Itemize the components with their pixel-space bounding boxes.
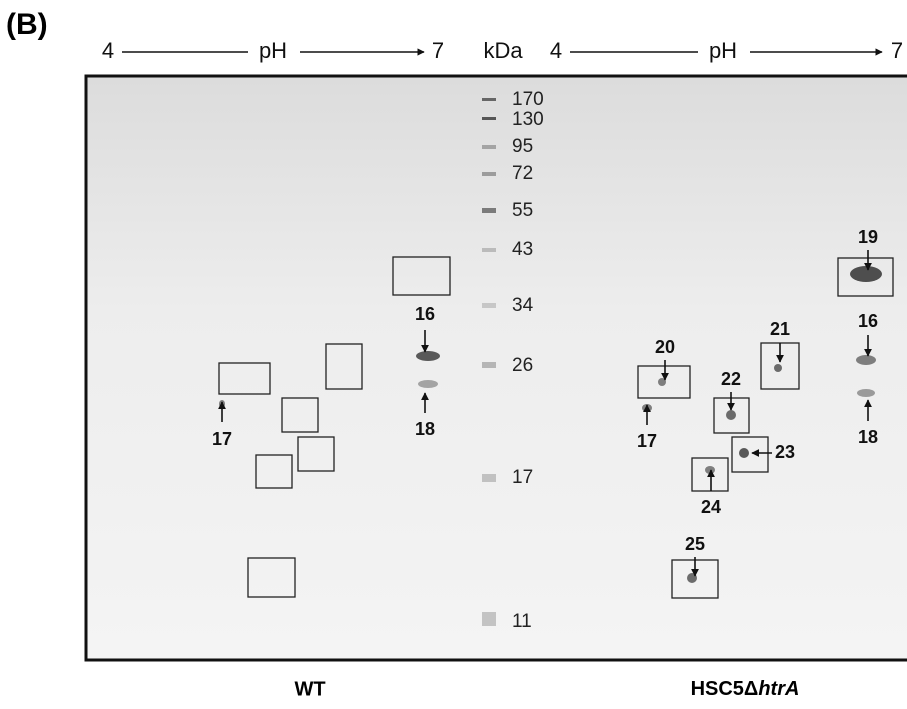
marker-label: 72 xyxy=(512,163,533,184)
marker-label: 26 xyxy=(512,355,533,376)
ph-axis: pH xyxy=(709,38,737,63)
spot-label: 19 xyxy=(858,227,878,247)
gel xyxy=(84,74,907,662)
lane-label-gene: htrA xyxy=(758,678,799,700)
marker-label: 43 xyxy=(512,239,533,260)
spot-label: 24 xyxy=(701,497,721,517)
lane-label: WT xyxy=(294,678,325,700)
marker-label: 130 xyxy=(512,109,544,130)
marker-label: 34 xyxy=(512,295,534,316)
spot-label: 17 xyxy=(212,429,232,449)
lane-label: HSC5ΔhtrA xyxy=(691,678,800,700)
spot-label: 25 xyxy=(685,534,705,554)
boxes xyxy=(218,256,894,599)
marker-label: 11 xyxy=(512,611,532,632)
spot-label: 23 xyxy=(775,442,795,462)
spot-label: 16 xyxy=(858,311,878,331)
spot-label: 21 xyxy=(770,319,790,339)
marker-label: 95 xyxy=(512,136,533,157)
spot-label: 18 xyxy=(415,419,435,439)
spot-label: 16 xyxy=(415,304,435,324)
header: 4 pH 7 kDa 4 pH 7 xyxy=(102,38,903,63)
ph-end: 7 xyxy=(891,38,903,63)
ph-start: 4 xyxy=(550,38,562,63)
spot-label: 22 xyxy=(721,369,741,389)
ph-end: 7 xyxy=(432,38,444,63)
ph-axis: pH xyxy=(259,38,287,63)
marker-label: 170 xyxy=(512,89,544,110)
ph-start: 4 xyxy=(102,38,114,63)
unit: kDa xyxy=(483,38,523,63)
lane-label-prefix: HSC5Δ xyxy=(691,678,759,700)
spot-label: 20 xyxy=(655,337,675,357)
gel-spots xyxy=(219,98,882,626)
marker-label: 55 xyxy=(512,200,533,221)
marker-label: 17 xyxy=(512,467,533,488)
spot-label: 17 xyxy=(637,431,657,451)
panel-label: (B) xyxy=(6,8,48,41)
spot-label: 18 xyxy=(858,427,878,447)
